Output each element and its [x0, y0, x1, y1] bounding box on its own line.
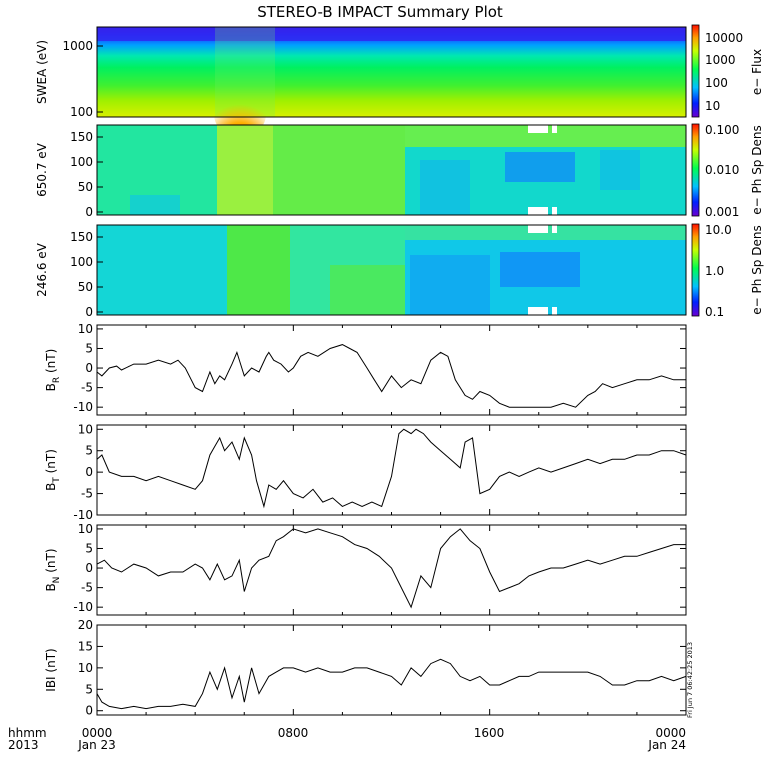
- bt-ytick-label: 0: [85, 465, 93, 479]
- bmag-frame: [96, 624, 687, 716]
- date-end: Jan 24: [647, 738, 686, 752]
- pad650-ytick-0: 0: [85, 205, 93, 219]
- bn-ytick-label: 10: [78, 522, 93, 536]
- swea-cbar-label: e− Flux: [750, 49, 764, 95]
- pad650-ytick-150: 150: [70, 130, 93, 144]
- br-ytick-label: -5: [81, 381, 93, 395]
- bmag-ytick-label: 15: [78, 639, 93, 653]
- br-ytick-label: 0: [85, 361, 93, 375]
- br-ylabel: BR (nT): [44, 349, 62, 392]
- pad650-cbar-tick-0.010: 0.010: [705, 163, 739, 177]
- xtick-0000-end: 0000: [655, 726, 686, 740]
- bmag-ytick-label: 20: [78, 618, 93, 632]
- pad650-ytick-100: 100: [70, 155, 93, 169]
- pad-246-panel: 150 100 50 0 246.6 eV 10.0 1.0 0.1 e− Ph…: [35, 223, 764, 319]
- pad246-ylabel: 246.6 eV: [35, 242, 49, 297]
- pad650-colorbar: [691, 123, 700, 217]
- xtick-0000-start: 0000: [82, 726, 113, 740]
- swea-cbar-tick-1000: 1000: [705, 53, 736, 67]
- pad-650-panel: 150 100 50 0 650.7 eV 0.100 0.010 0.001 …: [35, 123, 764, 219]
- pad246-ytick-150: 150: [70, 230, 93, 244]
- br-ytick-label: -10: [73, 400, 93, 414]
- xtick-1600: 1600: [474, 726, 505, 740]
- swea-ytick-1000: 1000: [62, 39, 93, 53]
- swea-cbar-tick-100: 100: [705, 76, 728, 90]
- bn-panel: 10 5 0 -5 -10 BN (nT): [44, 522, 687, 616]
- bt-frame: [96, 424, 687, 516]
- pad246-cbar-label: e− Ph Sp Dens: [750, 225, 764, 314]
- bmag-ytick-label: 10: [78, 661, 93, 675]
- pad246-cbar-tick-1.0: 1.0: [705, 264, 724, 278]
- magnetic-field-panels: 10 5 0 -5 -10 BR (nT) 10 5 0 -5 -10 BT (nT) 10 5 0 -5 -1…: [44, 322, 687, 718]
- br-panel: 10 5 0 -5 -10 BR (nT): [44, 322, 687, 416]
- bt-ylabel: BT (nT): [44, 449, 62, 491]
- bt-ytick-label: 10: [78, 422, 93, 436]
- bmag-ytick-label: 0: [85, 704, 93, 718]
- pad246-cbar-tick-0.1: 0.1: [705, 305, 724, 319]
- pad246-cbar-tick-10.0: 10.0: [705, 223, 732, 237]
- swea-cbar-tick-10: 10: [705, 99, 720, 113]
- xtick-0800: 0800: [278, 726, 309, 740]
- pad650-cbar-label: e− Ph Sp Dens: [750, 125, 764, 214]
- bn-ytick-label: -10: [73, 600, 93, 614]
- footer-left-top: hhmm: [8, 726, 47, 740]
- pad246-ytick-100: 100: [70, 255, 93, 269]
- footer-left-bottom: 2013: [8, 738, 39, 752]
- bn-ytick-label: -5: [81, 581, 93, 595]
- bt-ytick-label: 5: [85, 444, 93, 458]
- swea-ylabel: SWEA (eV): [35, 40, 49, 104]
- bmag-series-line: [96, 658, 687, 710]
- time-axis-footer: hhmm 2013 0000 0800 1600 0000 Jan 23 Jan…: [8, 726, 686, 752]
- bmag-panel: 20 15 10 5 0 IBI (nT): [44, 618, 687, 718]
- br-frame: [96, 324, 687, 416]
- bn-ytick-label: 5: [85, 541, 93, 555]
- br-series-line: [96, 344, 686, 408]
- date-start: Jan 23: [77, 738, 116, 752]
- pad650-cbar-tick-0.100: 0.100: [705, 123, 739, 137]
- figure-title: STEREO-B IMPACT Summary Plot: [257, 3, 503, 21]
- generation-timestamp: Fri Jun 7 06:42:25 2013: [686, 642, 694, 718]
- bt-panel: 10 5 0 -5 -10 BT (nT): [44, 422, 687, 522]
- pad650-ylabel: 650.7 eV: [35, 142, 49, 197]
- bmag-ylabel: IBI (nT): [44, 648, 58, 691]
- br-ytick-label: 5: [85, 341, 93, 355]
- pad650-ytick-50: 50: [78, 180, 93, 194]
- bt-series-line: [96, 428, 687, 509]
- bt-ytick-label: -10: [73, 508, 93, 522]
- bn-series-line: [96, 528, 686, 609]
- bn-ytick-label: 0: [85, 561, 93, 575]
- pad246-ytick-50: 50: [78, 280, 93, 294]
- pad246-ytick-0: 0: [85, 305, 93, 319]
- br-ytick-label: 10: [78, 322, 93, 336]
- swea-panel: 1000 100 SWEA (eV) 10000 1000 100 10 e− …: [35, 24, 764, 138]
- pad650-cbar-tick-0.001: 0.001: [705, 205, 739, 219]
- bmag-ytick-label: 5: [85, 682, 93, 696]
- bn-ylabel: BN (nT): [44, 548, 62, 591]
- swea-cbar-tick-10000: 10000: [705, 31, 743, 45]
- swea-ytick-100: 100: [70, 105, 93, 119]
- bn-frame: [96, 524, 687, 616]
- pad246-colorbar: [691, 223, 700, 317]
- swea-colorbar: [691, 24, 700, 118]
- bt-ytick-label: -5: [81, 487, 93, 501]
